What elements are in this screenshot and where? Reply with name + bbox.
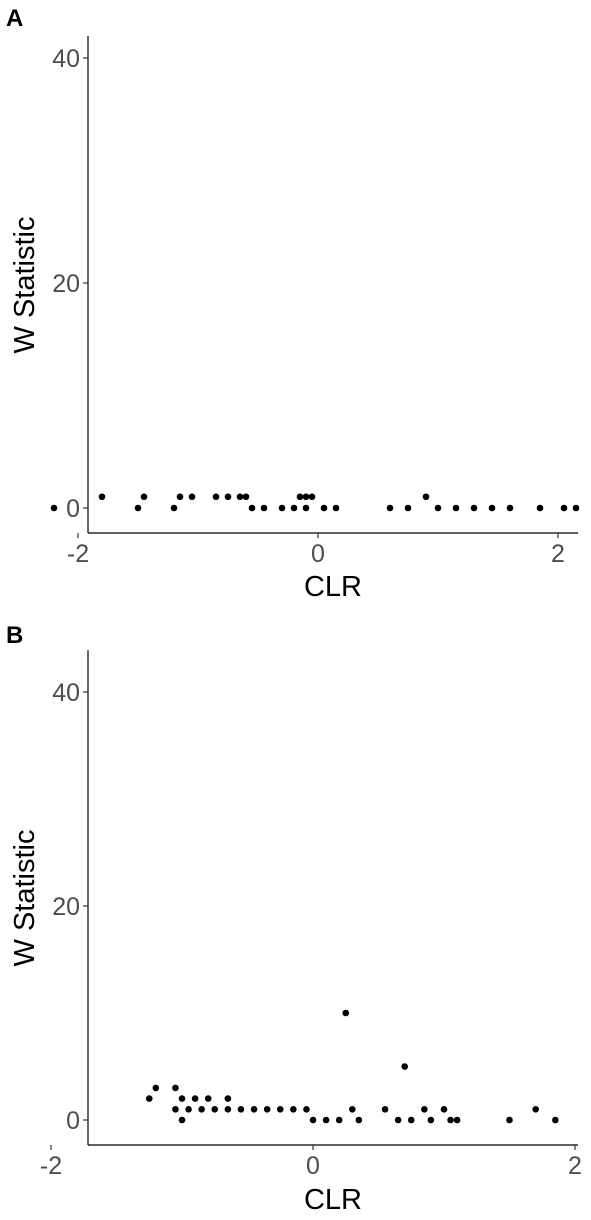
data-point-a xyxy=(470,504,478,512)
data-point-b xyxy=(394,1116,402,1124)
data-point-a xyxy=(302,493,310,501)
data-point-b xyxy=(552,1116,559,1124)
data-point-b xyxy=(335,1116,343,1124)
data-point-a xyxy=(302,504,310,512)
data-point-b xyxy=(401,1063,409,1070)
data-point-b xyxy=(198,1106,205,1113)
x-tick-label-b: 0 xyxy=(306,1152,320,1180)
data-point-b xyxy=(421,1106,428,1113)
data-point-a xyxy=(404,504,412,512)
data-point-b xyxy=(191,1095,199,1102)
x-axis-title-a: CLR xyxy=(304,571,362,603)
data-point-a xyxy=(308,493,316,501)
data-point-a xyxy=(332,504,340,512)
data-point-a xyxy=(134,504,142,512)
x-tick-label-b: -2 xyxy=(40,1152,62,1180)
data-point-b xyxy=(381,1106,389,1113)
data-point-b xyxy=(309,1116,317,1124)
data-point-a xyxy=(236,493,244,501)
data-point-a xyxy=(278,504,286,512)
y-tick-label-a: 0 xyxy=(66,495,80,523)
y-axis-title-b: W Statistic xyxy=(9,830,41,967)
data-point-b xyxy=(172,1084,179,1092)
data-point-a xyxy=(560,504,568,512)
data-point-b xyxy=(506,1116,513,1124)
data-point-a xyxy=(452,504,460,512)
data-point-b xyxy=(290,1106,297,1113)
panel-letter-a: A xyxy=(6,5,23,32)
data-point-b xyxy=(532,1106,539,1113)
data-point-b xyxy=(237,1106,245,1113)
data-point-b xyxy=(224,1106,232,1113)
data-point-b xyxy=(152,1084,160,1092)
data-point-a xyxy=(296,493,304,501)
data-point-a xyxy=(290,504,298,512)
x-tick-label-a: -2 xyxy=(67,540,89,568)
data-point-b xyxy=(303,1106,310,1113)
data-point-b xyxy=(263,1106,271,1113)
data-point-a xyxy=(320,504,328,512)
data-point-b xyxy=(145,1095,153,1102)
panel-a: A W Statistic CLR 02040-2024Lactobacilla… xyxy=(6,5,580,603)
data-point-a xyxy=(386,504,394,512)
data-point-b xyxy=(407,1116,415,1124)
data-point-a xyxy=(224,493,232,501)
panel-b: B W Statistic CLR 02040-2024Anaerovoraca… xyxy=(6,622,582,1216)
x-axis-title-b: CLR xyxy=(304,1184,362,1216)
data-point-b xyxy=(342,1009,350,1017)
data-point-b xyxy=(250,1106,258,1113)
data-point-a xyxy=(140,493,148,501)
data-point-b xyxy=(349,1106,356,1113)
data-point-b xyxy=(204,1095,212,1102)
data-point-a xyxy=(248,504,256,512)
data-point-b xyxy=(185,1106,192,1113)
y-tick-label-b: 20 xyxy=(52,893,80,921)
y-tick-label-a: 40 xyxy=(52,45,80,73)
y-tick-label-a: 20 xyxy=(52,270,80,298)
data-point-a xyxy=(188,493,196,501)
data-point-b xyxy=(211,1106,219,1113)
data-point-a xyxy=(572,504,580,512)
data-point-a xyxy=(242,493,250,501)
data-point-a xyxy=(98,493,106,501)
y-axis-title-a: W Statistic xyxy=(9,217,41,354)
data-point-a xyxy=(536,504,544,512)
data-point-b xyxy=(172,1106,179,1113)
x-tick-label-a: 0 xyxy=(311,540,325,568)
data-point-a xyxy=(260,504,268,512)
data-point-b xyxy=(355,1116,363,1124)
data-point-a xyxy=(506,504,514,512)
data-point-b xyxy=(224,1095,232,1102)
data-point-b xyxy=(447,1116,454,1124)
data-point-a xyxy=(212,493,220,501)
data-point-b xyxy=(322,1116,330,1124)
y-tick-label-b: 40 xyxy=(52,679,80,707)
data-point-a xyxy=(170,504,178,512)
data-point-a xyxy=(488,504,496,512)
data-point-b xyxy=(453,1116,461,1124)
data-point-b xyxy=(427,1116,435,1124)
data-point-a xyxy=(422,493,430,501)
data-point-a xyxy=(434,504,442,512)
data-point-b xyxy=(440,1106,448,1113)
data-point-a xyxy=(50,504,58,512)
y-tick-label-b: 0 xyxy=(66,1107,80,1135)
data-point-b xyxy=(178,1116,186,1124)
data-point-b xyxy=(178,1095,186,1102)
x-tick-label-b: 2 xyxy=(568,1152,582,1180)
data-point-a xyxy=(176,493,184,501)
x-tick-label-a: 2 xyxy=(551,540,565,568)
data-point-b xyxy=(276,1106,284,1113)
panel-letter-b: B xyxy=(6,622,23,649)
